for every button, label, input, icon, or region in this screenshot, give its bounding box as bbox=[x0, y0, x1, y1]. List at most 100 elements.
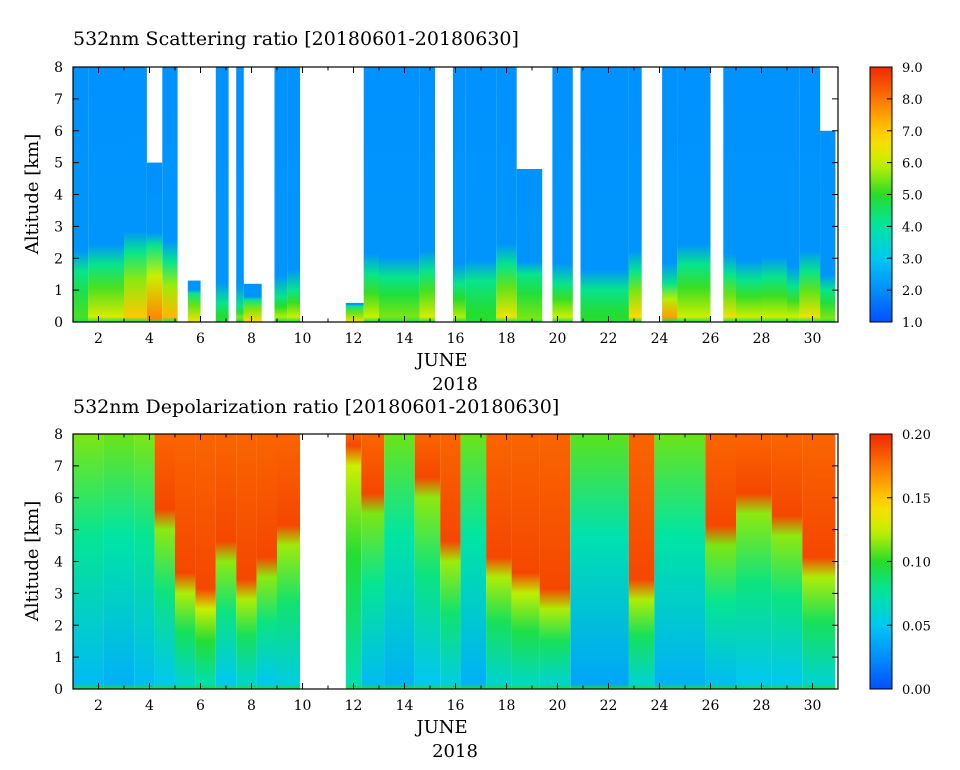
y-tick-label: 4 bbox=[54, 188, 63, 204]
heatmap-column bbox=[662, 67, 678, 322]
colorbar-tick-label: 7.0 bbox=[902, 125, 923, 140]
chart-title: 532nm Depolarization ratio [20180601-201… bbox=[73, 396, 559, 418]
heatmap-column bbox=[187, 280, 201, 322]
x-tick-label: 2 bbox=[94, 698, 103, 714]
heatmap-column bbox=[440, 434, 461, 689]
x-tick-label: 28 bbox=[753, 331, 771, 347]
heatmap-column bbox=[539, 434, 571, 689]
heatmap-column bbox=[787, 67, 800, 322]
x-tick-label: 14 bbox=[396, 331, 414, 347]
heatmap-column bbox=[345, 434, 362, 689]
heatmap-column bbox=[511, 434, 540, 689]
colorbar: 1.0 2.0 3.0 4.0 5.0 6.0 7.0 8.0 9.0 bbox=[869, 61, 923, 331]
x-tick-label: 20 bbox=[549, 331, 567, 347]
heatmap-column bbox=[799, 67, 821, 322]
heatmap-column bbox=[236, 67, 244, 322]
scattering-ratio-panel: 532nm Scattering ratio [20180601-2018063… bbox=[22, 28, 923, 395]
heatmap-column bbox=[580, 67, 629, 322]
heatmap-column bbox=[345, 302, 364, 322]
heatmap-plot-area bbox=[73, 434, 836, 689]
heatmap-column bbox=[414, 434, 441, 689]
y-tick-label: 0 bbox=[54, 315, 63, 331]
x-tick-label: 14 bbox=[396, 698, 414, 714]
heatmap-column bbox=[802, 434, 836, 689]
colorbar-tick-label: 1.0 bbox=[902, 316, 923, 331]
heatmap-column bbox=[134, 434, 155, 689]
heatmap-column bbox=[465, 67, 497, 322]
y-tick-label: 6 bbox=[54, 124, 63, 140]
y-tick-label: 5 bbox=[54, 156, 63, 172]
heatmap-column bbox=[154, 434, 175, 689]
y-tick-label: 8 bbox=[54, 427, 63, 443]
x-tick-label: 22 bbox=[600, 698, 618, 714]
heatmap-column bbox=[124, 67, 147, 322]
depolarization-ratio-panel: 532nm Depolarization ratio [20180601-201… bbox=[22, 396, 931, 762]
x-tick-label: 4 bbox=[145, 331, 154, 347]
x-tick-label: 10 bbox=[294, 331, 312, 347]
y-tick-label: 8 bbox=[54, 60, 63, 76]
y-tick-label: 6 bbox=[54, 491, 63, 507]
heatmap-column bbox=[236, 434, 257, 689]
x-tick-label: 30 bbox=[804, 331, 822, 347]
colorbar-tick-label: 0.00 bbox=[902, 683, 931, 698]
heatmap-column bbox=[453, 67, 466, 322]
y-axis-label: Altitude [km] bbox=[22, 501, 43, 623]
heatmap-column bbox=[195, 434, 216, 689]
heatmap-column bbox=[215, 434, 237, 689]
heatmap-column bbox=[361, 434, 385, 689]
y-tick-label: 1 bbox=[54, 650, 63, 666]
x-tick-label: 24 bbox=[651, 698, 669, 714]
heatmap-column bbox=[103, 434, 135, 689]
x-tick-label: 4 bbox=[145, 698, 154, 714]
x-tick-label: 26 bbox=[702, 698, 720, 714]
y-tick-label: 0 bbox=[54, 682, 63, 698]
heatmap-column bbox=[761, 67, 787, 322]
y-tick-label: 2 bbox=[54, 618, 63, 634]
y-tick-label: 5 bbox=[54, 523, 63, 539]
colorbar-tick-label: 0.05 bbox=[902, 619, 931, 634]
heatmap-column bbox=[287, 67, 300, 322]
heatmap-column bbox=[677, 67, 711, 322]
x-tick-label: 6 bbox=[196, 331, 205, 347]
heatmap-plot-area bbox=[73, 67, 836, 323]
heatmap-column bbox=[419, 67, 436, 322]
heatmap-column bbox=[771, 434, 803, 689]
x-tick-label: 28 bbox=[753, 698, 771, 714]
x-tick-label: 20 bbox=[549, 698, 567, 714]
heatmap-column bbox=[274, 67, 288, 322]
heatmap-column bbox=[820, 130, 836, 323]
y-tick-label: 2 bbox=[54, 251, 63, 267]
heatmap-column bbox=[256, 434, 277, 689]
heatmap-column bbox=[516, 169, 543, 322]
heatmap-column bbox=[384, 434, 415, 689]
colorbar: 0.00 0.05 0.10 0.15 0.20 bbox=[869, 428, 931, 698]
x-tick-label: 18 bbox=[498, 331, 516, 347]
heatmap-column bbox=[88, 67, 124, 322]
heatmap-column bbox=[628, 67, 642, 322]
x-tick-label: 8 bbox=[247, 331, 256, 347]
x-tick-label: 10 bbox=[294, 698, 312, 714]
colorbar-tick-label: 9.0 bbox=[902, 61, 923, 76]
colorbar-tick-label: 0.20 bbox=[902, 428, 931, 443]
x-tick-label: 16 bbox=[447, 331, 465, 347]
colorbar-tick-label: 6.0 bbox=[902, 157, 923, 172]
heatmap-column bbox=[215, 67, 229, 322]
x-axis-year-label: 2018 bbox=[432, 741, 478, 762]
heatmap-column bbox=[379, 67, 420, 322]
heatmap-column bbox=[723, 67, 737, 322]
colorbar-tick-label: 4.0 bbox=[902, 220, 923, 235]
colorbar-tick-label: 0.10 bbox=[902, 556, 931, 571]
heatmap-column bbox=[162, 67, 178, 322]
heatmap-column bbox=[628, 434, 655, 689]
colorbar-tick-label: 8.0 bbox=[902, 93, 923, 108]
heatmap-column bbox=[736, 434, 772, 689]
heatmap-column bbox=[146, 162, 163, 322]
heatmap-column bbox=[705, 434, 736, 689]
x-tick-label: 18 bbox=[498, 698, 516, 714]
heatmap-column bbox=[570, 434, 629, 689]
x-axis-label: JUNE bbox=[414, 717, 467, 738]
y-axis-label: Altitude [km] bbox=[22, 134, 43, 256]
